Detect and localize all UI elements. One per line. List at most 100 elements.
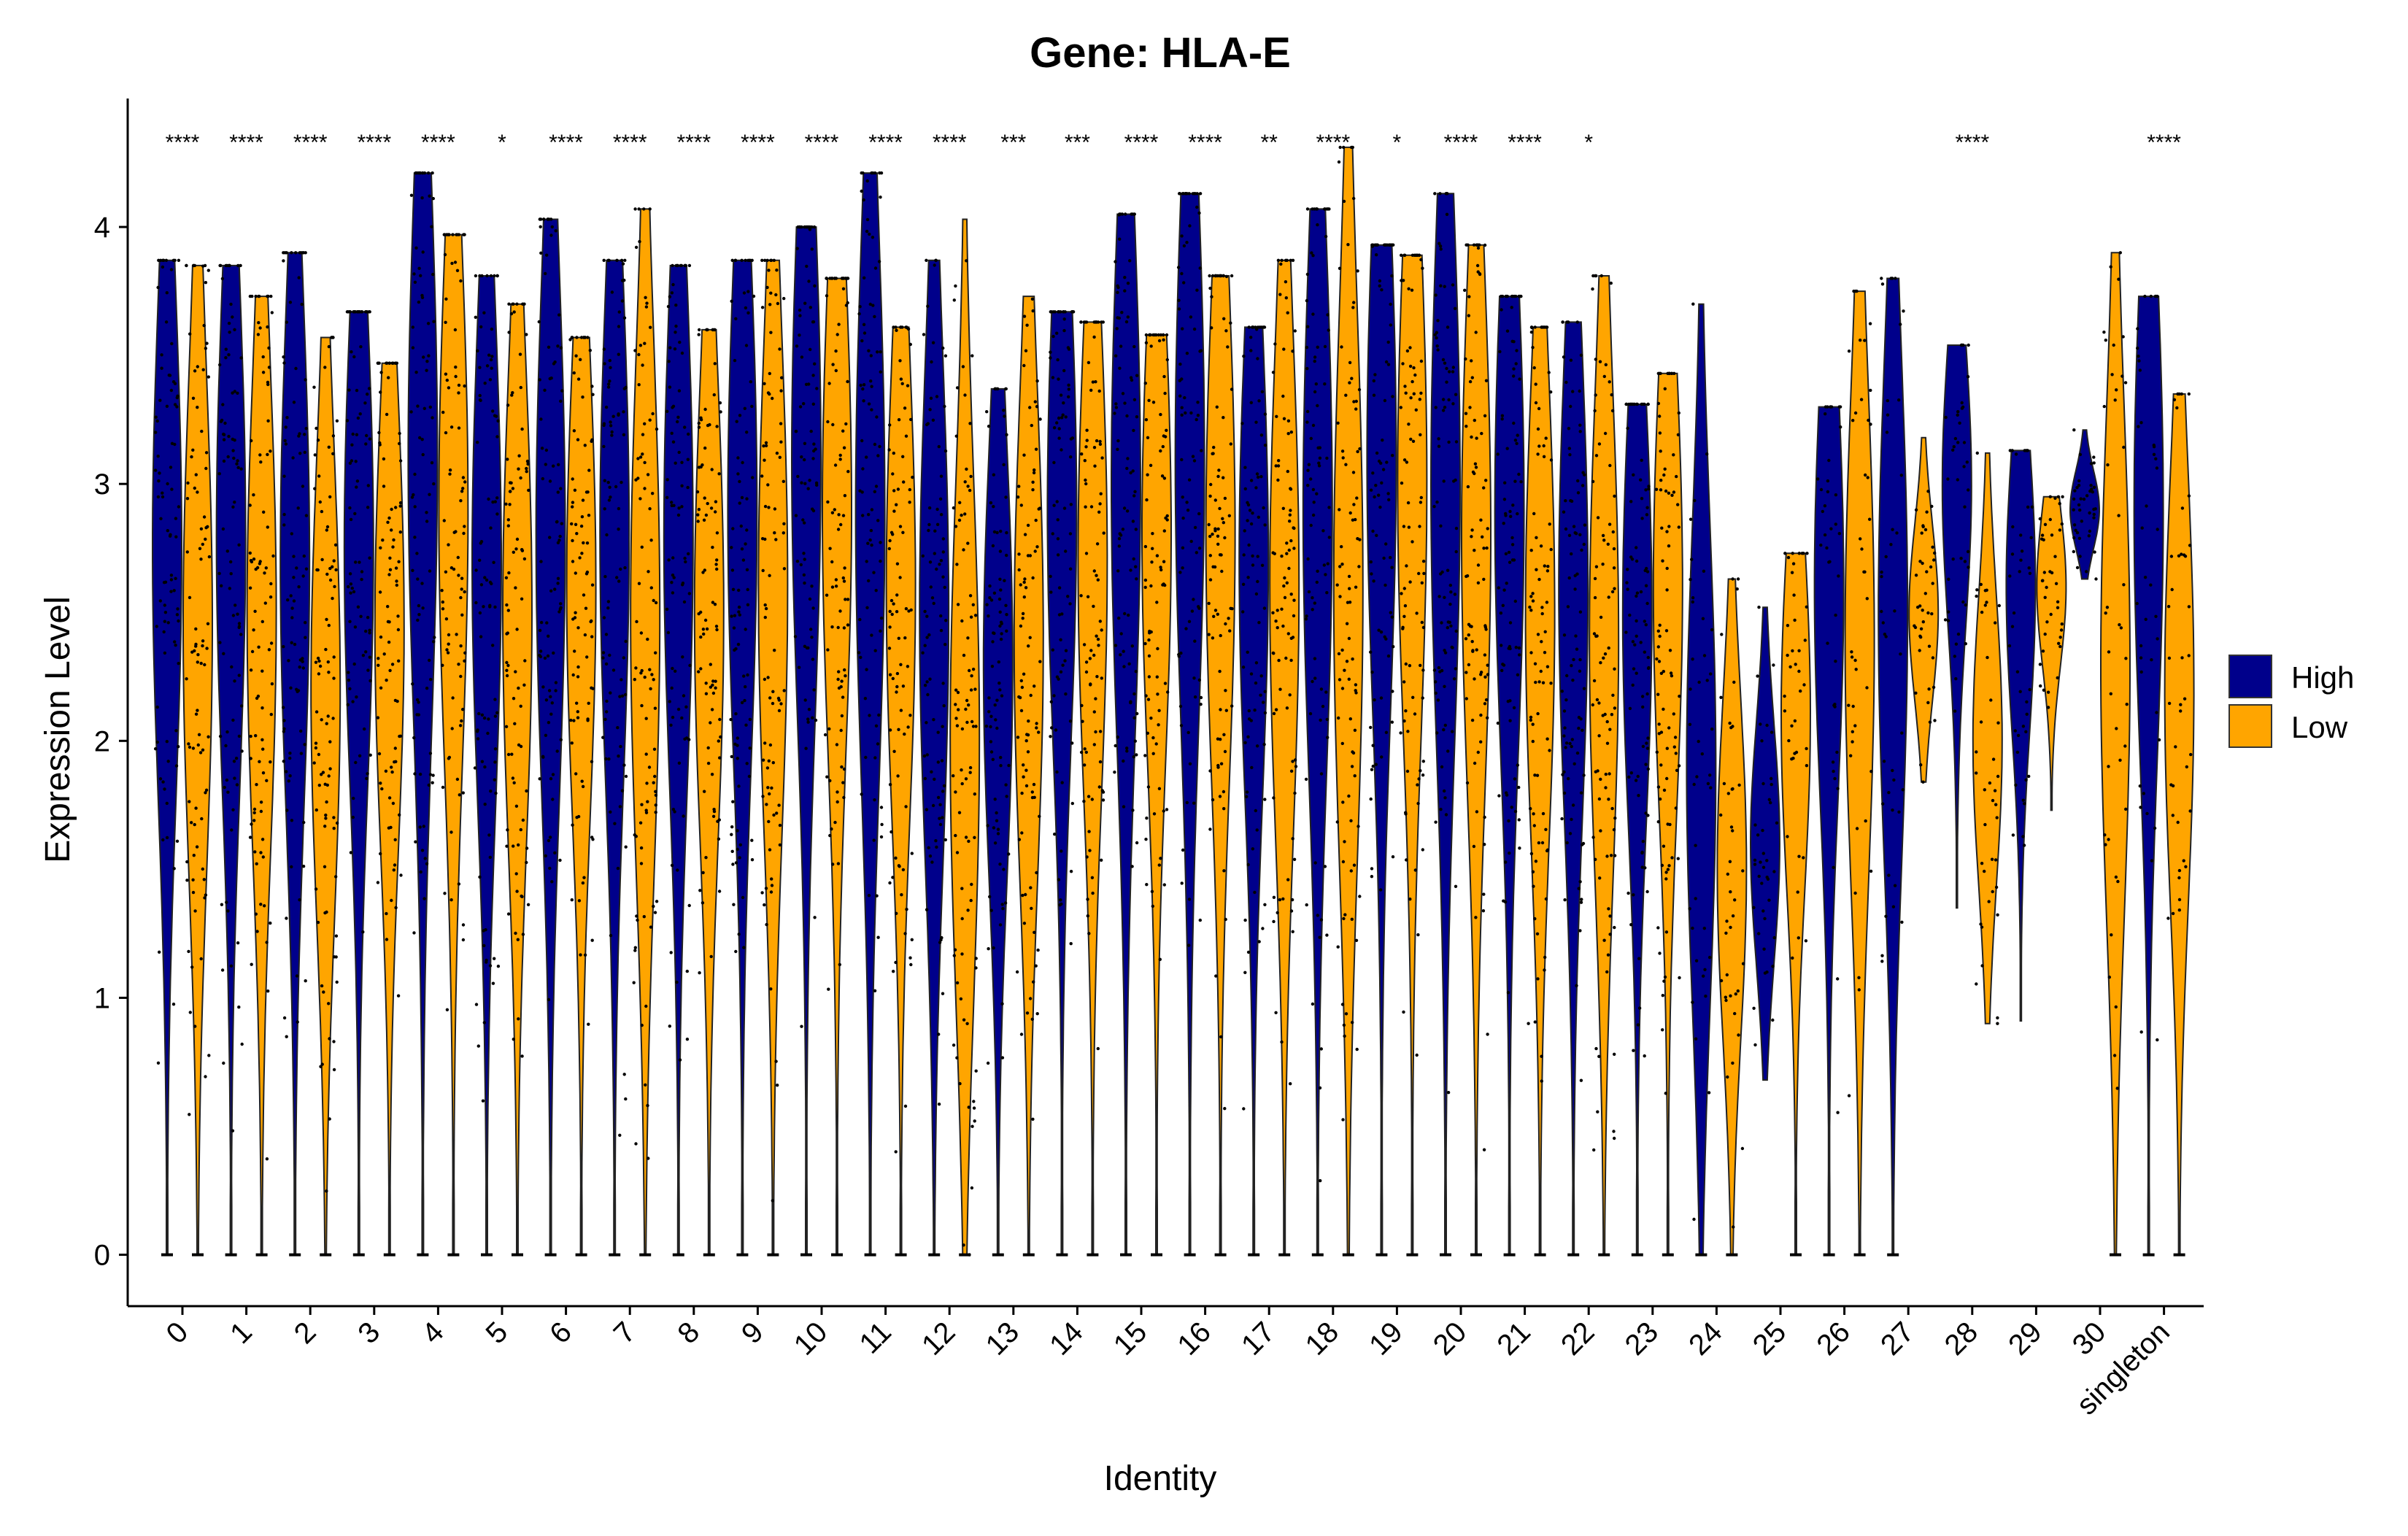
jitter-point [934,259,937,262]
jitter-point [161,492,163,495]
jitter-point [653,748,656,751]
jitter-point [331,717,334,719]
jitter-point [1035,722,1038,725]
jitter-point [843,566,846,569]
jitter-point [395,579,398,582]
jitter-point [1250,522,1253,525]
jitter-point [1608,595,1610,598]
jitter-point [1446,213,1448,216]
jitter-point [807,487,810,490]
jitter-point [200,957,203,960]
violin-high-17 [1239,327,1268,1254]
jitter-point [1289,1082,1292,1085]
jitter-point [270,641,273,644]
jitter-point [796,247,799,250]
jitter-point [866,218,869,221]
jitter-point [236,941,239,944]
jitter-point [845,304,848,306]
jitter-point [1146,474,1149,476]
jitter-point [1249,509,1251,512]
jitter-point [1122,392,1124,395]
jitter-point [334,875,337,878]
jitter-point [896,774,899,777]
jitter-point [1438,670,1441,673]
jitter-point [1038,506,1041,509]
jitter-point [1486,664,1489,667]
jitter-point [805,383,808,386]
jitter-point [1443,790,1446,792]
jitter-point [525,467,528,470]
jitter-point [1118,317,1121,320]
jitter-point [1765,859,1768,862]
jitter-point [1724,996,1727,999]
jitter-point [1657,785,1660,788]
jitter-point [1213,529,1216,532]
jitter-point [544,272,547,275]
jitter-point [236,466,239,469]
jitter-point [509,481,512,484]
jitter-point [1925,570,1928,573]
jitter-point [1506,295,1509,298]
jitter-point [873,838,876,841]
jitter-point [765,887,768,889]
jitter-point [678,451,681,454]
jitter-point [479,635,482,638]
jitter-point [737,589,740,592]
significance-label-19: * [1393,131,1402,155]
jitter-point [1319,1179,1321,1182]
jitter-point [1023,581,1026,584]
jitter-point [744,306,747,309]
jitter-point [1287,567,1290,570]
jitter-point [1537,841,1540,844]
jitter-point [968,422,971,425]
violin-low-18 [1334,147,1363,1255]
jitter-point [1228,629,1231,632]
jitter-point [251,650,254,653]
jitter-point [1133,490,1136,493]
jitter-point [1116,736,1119,738]
jitter-point [1016,495,1019,498]
jitter-point [428,195,431,198]
jitter-point [539,777,541,780]
violin-high-6 [536,220,566,1255]
significance-label-15: **** [1124,131,1159,155]
jitter-point [1837,574,1840,577]
jitter-point [879,541,881,544]
jitter-point [160,367,163,370]
jitter-point [1274,1011,1277,1014]
jitter-point [713,328,716,331]
jitter-point [905,435,908,438]
jitter-point [625,846,628,849]
jitter-point [1001,903,1004,906]
jitter-point [1355,496,1358,499]
jitter-point [379,852,382,855]
jitter-point [903,636,906,639]
jitter-point [652,905,655,908]
jitter-point [1343,840,1346,843]
jitter-point [358,755,361,757]
jitter-point [1386,492,1389,495]
jitter-point [732,903,735,906]
jitter-point [892,489,895,492]
jitter-point [1403,587,1406,590]
jitter-point [1516,674,1519,676]
jitter-point [925,721,927,724]
jitter-point [811,374,814,377]
jitter-point [1598,876,1601,879]
jitter-point [668,700,671,703]
jitter-point [1211,798,1214,801]
jitter-point [1325,457,1328,460]
jitter-point [1147,698,1150,701]
jitter-point [968,489,971,492]
jitter-point [1926,701,1929,704]
jitter-point [749,746,752,749]
jitter-point [706,628,709,630]
jitter-point [1884,915,1887,918]
jitter-point [1606,742,1609,745]
jitter-point [765,441,768,444]
jitter-point [1211,566,1214,568]
jitter-point [1022,673,1025,676]
jitter-point [1062,401,1065,404]
jitter-point [998,598,1001,601]
jitter-point [368,629,371,632]
